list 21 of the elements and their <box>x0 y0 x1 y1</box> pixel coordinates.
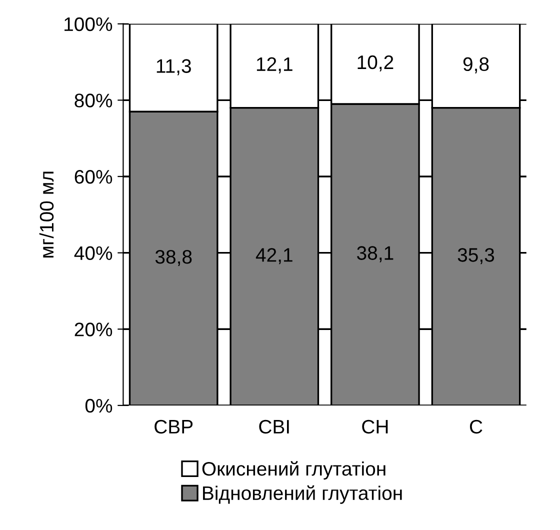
legend-label: Окиснений глутатіон <box>202 461 386 480</box>
y-tick-label: 100% <box>64 17 112 32</box>
x-tick-label: СН <box>362 420 388 434</box>
x-tick-label: СВР <box>154 420 193 434</box>
y-tick-label: 80% <box>74 94 112 108</box>
x-tick-label: С <box>470 420 482 434</box>
y-tick-label: 40% <box>74 246 112 260</box>
legend-label: Відновлений глутатіон <box>203 485 402 504</box>
y-axis-title: мг/100 мл <box>39 172 54 258</box>
annotation: 11,3 <box>156 59 191 76</box>
y-tick-label: 60% <box>74 170 112 184</box>
annotation: 38,1 <box>357 246 394 262</box>
y-tick-label: 20% <box>74 322 112 336</box>
y-tick-label: 0% <box>85 398 112 413</box>
annotation: 9,8 <box>463 57 489 74</box>
annotation: 35,3 <box>458 248 494 264</box>
annotation: 38,8 <box>155 250 192 266</box>
annotation: 42,1 <box>256 248 292 264</box>
annotation: 12,1 <box>256 57 292 74</box>
x-tick-label: СВІ <box>259 420 289 434</box>
annotation: 10,2 <box>358 55 394 72</box>
